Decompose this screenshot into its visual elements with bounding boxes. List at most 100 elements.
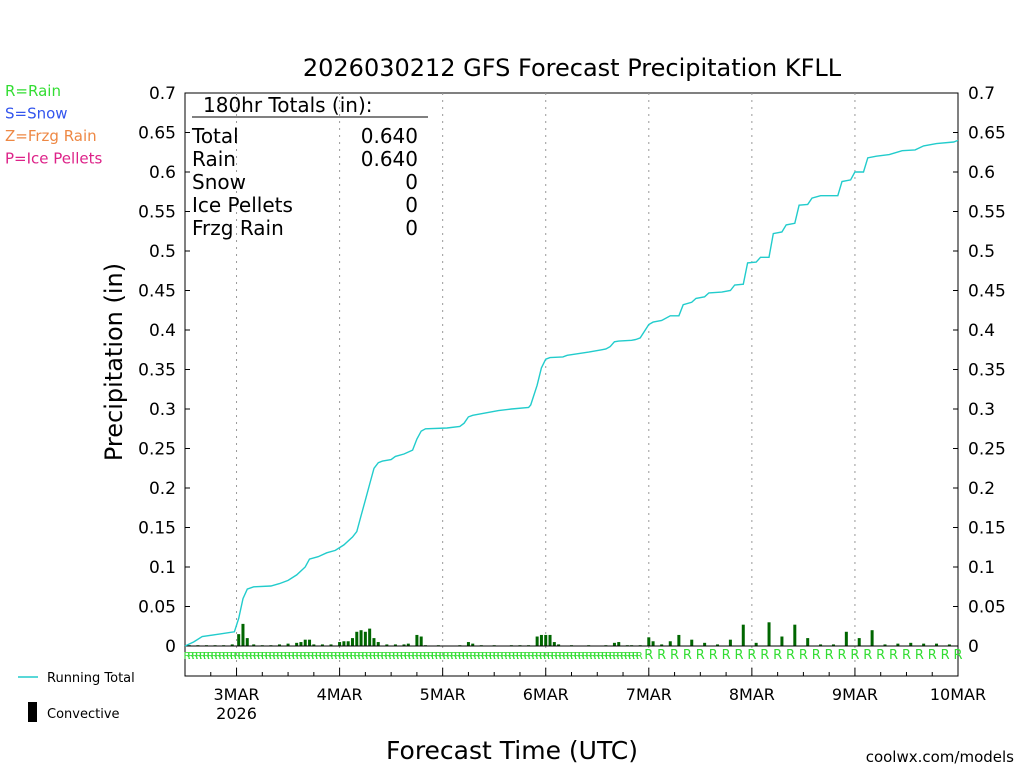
convective-bar [831, 644, 835, 646]
ptype-marker: R [373, 651, 380, 662]
ptype-marker: R [265, 651, 272, 662]
source-credit: coolwx.com/models [866, 748, 1014, 766]
ptype-marker: R [497, 651, 504, 662]
y-tick-label-left: 0.25 [138, 440, 176, 460]
ptype-marker: R [586, 651, 593, 662]
y-tick-label-left: 0.7 [149, 84, 176, 104]
convective-bar [303, 639, 307, 646]
ptype-marker: R [696, 648, 705, 663]
ptype-marker: R [261, 651, 268, 662]
convective-bar [299, 642, 303, 646]
x-tick-label-6mar: 6MAR [523, 685, 569, 704]
ptype-legend: R=Rain S=Snow Z=Frzg Rain P=Ice Pellets [5, 82, 102, 168]
y-tick-label-left: 0.3 [149, 400, 176, 420]
y-tick-label-left: 0.35 [138, 361, 176, 381]
ptype-marker: R [670, 648, 679, 663]
convective-bar [368, 628, 372, 646]
ptype-marker: R [559, 651, 566, 662]
convective-bar [612, 642, 616, 646]
convective-bar [909, 642, 913, 646]
convective-bar [539, 634, 543, 646]
ptype-marker: R [222, 651, 229, 662]
ptype-marker: R [211, 651, 218, 662]
ptype-marker: R [609, 651, 616, 662]
y-tick-label-right: 0.4 [968, 321, 995, 341]
ptype-marker: R [617, 651, 624, 662]
y-tick-label-right: 0.25 [968, 440, 1006, 460]
ptype-marker: R [636, 651, 643, 662]
ptype-marker: R [458, 651, 465, 662]
ptype-marker: R [334, 651, 341, 662]
ptype-marker: R [773, 648, 782, 663]
ptype-marker: R [443, 651, 450, 662]
chart-title: 2026030212 GFS Forecast Precipitation KF… [303, 54, 842, 82]
y-tick-label-left: 0.65 [138, 124, 176, 144]
ptype-marker: R [539, 651, 546, 662]
ptype-marker: R [346, 651, 353, 662]
ptype-marker: R [589, 651, 596, 662]
ptype-marker: R [276, 651, 283, 662]
ptype-marker: R [812, 648, 821, 663]
convective-bar [548, 634, 552, 646]
ptype-marker: R [296, 651, 303, 662]
convective-bar [883, 644, 887, 646]
totals-label-total: Total [191, 124, 239, 148]
ptype-marker: R [284, 651, 291, 662]
convective-bar [241, 623, 245, 646]
legend-convective-swatch [28, 702, 37, 722]
y-axis-left: 0 0.05 0.1 0.15 0.2 0.25 0.3 0.35 0.4 0.45 0.5 0.55… [138, 84, 190, 657]
ptype-marker: R [928, 648, 937, 663]
convective-bar [668, 641, 672, 646]
convective-bar [703, 642, 707, 646]
ptype-marker: R [253, 651, 260, 662]
convective-bar [312, 644, 316, 646]
ptype-marker: R [323, 651, 330, 662]
convective-bar [471, 643, 475, 646]
convective-bar [557, 644, 561, 646]
ptype-marker: R [435, 651, 442, 662]
y-tick-label-right: 0.05 [968, 598, 1006, 618]
convective-bar [393, 644, 397, 646]
ptype-marker: R [358, 651, 365, 662]
y-tick-label-right: 0.55 [968, 203, 1006, 223]
ptype-marker: R [562, 651, 569, 662]
convective-bar [342, 641, 346, 646]
totals-box: 180hr Totals (in): Total 0.640 Rain 0.640 Sn… [191, 93, 428, 240]
convective-bar [617, 642, 621, 646]
y-tick-label-left: 0.5 [149, 242, 176, 262]
ptype-marker: R [416, 651, 423, 662]
ptype-marker: R [657, 648, 666, 663]
ptype-marker: R [953, 648, 962, 663]
ptype-marker: R [226, 651, 233, 662]
y-axis-label: Precipitation (in) [100, 263, 128, 461]
ptype-marker: R [412, 651, 419, 662]
ptype-marker: R [423, 651, 430, 662]
legend-item-2: Z=Frzg Rain [5, 127, 97, 145]
ptype-marker: R [474, 651, 481, 662]
legend-item-1: S=Snow [5, 105, 68, 123]
ptype-marker: R [462, 651, 469, 662]
ptype-marker: R [551, 651, 558, 662]
ptype-marker: R [280, 651, 287, 662]
y-tick-label-right: 0.65 [968, 124, 1006, 144]
convective-bar [647, 637, 651, 646]
convective-bar [754, 642, 758, 646]
ptype-marker: R [543, 651, 550, 662]
ptype-marker: R [466, 651, 473, 662]
ptype-marker: R [315, 651, 322, 662]
ptype-marker: R [361, 651, 368, 662]
ptype-marker: R [747, 648, 756, 663]
ptype-marker: R [377, 651, 384, 662]
ptype-marker: R [439, 651, 446, 662]
ptype-marker: R [385, 651, 392, 662]
ptype-marker: R [481, 651, 488, 662]
convective-bar [716, 644, 720, 646]
convective-bar [922, 643, 926, 646]
ptype-marker: R [300, 651, 307, 662]
ptype-marker: R [389, 651, 396, 662]
convective-bar [308, 639, 312, 646]
convective-bar [857, 638, 861, 646]
ptype-marker: R [570, 651, 577, 662]
legend-item-0: R=Rain [5, 82, 61, 100]
convective-bar [767, 622, 771, 646]
